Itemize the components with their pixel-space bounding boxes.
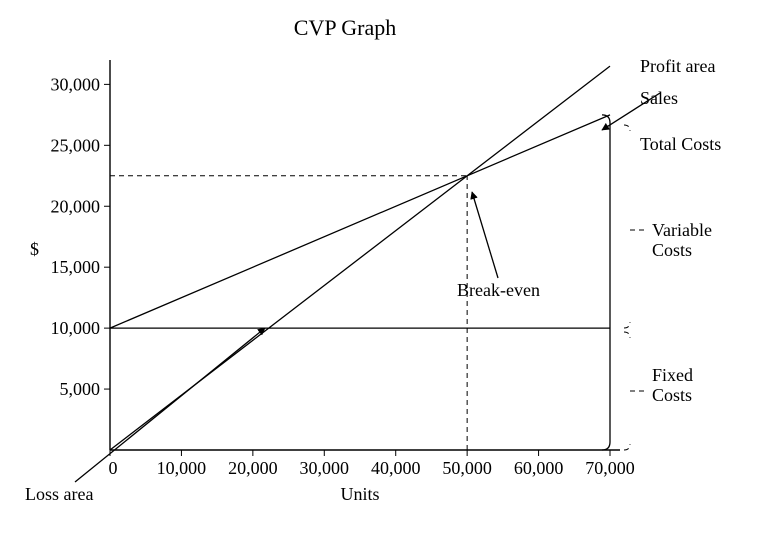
- y-tick-label: 10,000: [51, 318, 101, 338]
- x-tick-label: 70,000: [585, 458, 635, 478]
- variable-costs-label: Variable: [652, 220, 712, 240]
- x-tick-label: 50,000: [442, 458, 492, 478]
- y-tick-label: 5,000: [60, 379, 101, 399]
- total-costs-label: Total Costs: [640, 134, 721, 154]
- x-tick-label: 10,000: [157, 458, 207, 478]
- loss-area-label: Loss area: [25, 484, 93, 504]
- sales-label: Sales: [640, 88, 678, 108]
- x-tick-label: 60,000: [514, 458, 564, 478]
- x-tick-label: 40,000: [371, 458, 421, 478]
- x-tick-label: 30,000: [300, 458, 350, 478]
- y-tick-label: 15,000: [51, 257, 101, 277]
- y-tick-label: 30,000: [51, 74, 101, 94]
- x-tick-label: 0: [109, 458, 118, 478]
- x-axis-label: Units: [340, 484, 379, 504]
- break-even-label: Break-even: [457, 280, 540, 300]
- y-tick-label: 25,000: [51, 135, 101, 155]
- fixed-costs-label: Fixed: [652, 365, 693, 385]
- profit-area-label: Profit area: [640, 56, 715, 76]
- y-tick-label: 20,000: [51, 196, 101, 216]
- x-tick-label: 20,000: [228, 458, 278, 478]
- y-axis-label: $: [30, 239, 39, 259]
- fixed-costs-label-2: Costs: [652, 385, 692, 405]
- chart-title: CVP Graph: [294, 15, 396, 40]
- cvp-chart: CVP Graph 5,000 10,000 15,000 20,000 25,000 30…: [0, 0, 770, 542]
- variable-costs-label-2: Costs: [652, 240, 692, 260]
